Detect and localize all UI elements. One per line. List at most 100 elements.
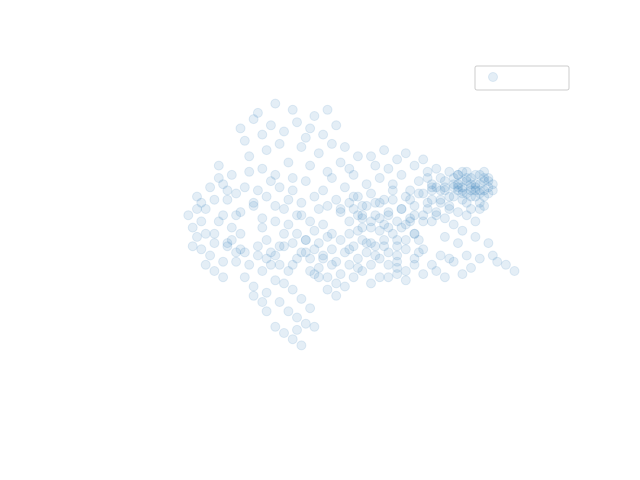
scatter-point <box>297 341 306 350</box>
scatter-point <box>301 319 310 328</box>
scatter-point <box>410 161 419 170</box>
scatter-point <box>249 282 258 291</box>
scatter-point <box>384 208 393 217</box>
scatter-point <box>314 149 323 158</box>
scatter-point <box>284 307 293 316</box>
scatter-point <box>445 205 454 214</box>
scatter-point <box>310 226 319 235</box>
scatter-point <box>388 195 397 204</box>
scatter-point <box>306 267 315 276</box>
scatter-point <box>475 186 484 195</box>
scatter-point <box>232 189 241 198</box>
scatter-point <box>454 239 463 248</box>
scatter-point <box>323 201 332 210</box>
scatter-point <box>223 195 232 204</box>
scatter-point <box>362 201 371 210</box>
scatter-point <box>310 192 319 201</box>
scatter-point <box>262 192 271 201</box>
scatter-point <box>280 229 289 238</box>
scatter-point <box>310 245 319 254</box>
scatter-point <box>401 236 410 245</box>
scatter-point <box>306 304 315 313</box>
scatter-point <box>197 245 206 254</box>
scatter-point <box>301 236 310 245</box>
scatter-point <box>188 242 197 251</box>
scatter-point <box>340 248 349 257</box>
scatter-point <box>484 177 493 186</box>
scatter-point <box>375 174 384 183</box>
scatter-point <box>288 174 297 183</box>
scatter-point <box>358 236 367 245</box>
scatter-point <box>319 186 328 195</box>
scatter-point <box>384 248 393 257</box>
scatter-point <box>427 186 436 195</box>
scatter-point <box>301 248 310 257</box>
scatter-point <box>362 180 371 189</box>
scatter-point <box>401 192 410 201</box>
scatter-point <box>253 186 262 195</box>
scatter-point <box>367 152 376 161</box>
scatter-point <box>219 273 228 282</box>
scatter-point <box>410 229 419 238</box>
scatter-point <box>280 279 289 288</box>
scatter-point <box>371 242 380 251</box>
scatter-point <box>358 267 367 276</box>
scatter-point <box>323 273 332 282</box>
scatter-point <box>471 232 480 241</box>
scatter-point <box>449 257 458 266</box>
scatter-point <box>266 177 275 186</box>
scatter-point <box>349 170 358 179</box>
scatter-point <box>423 174 432 183</box>
scatter-point <box>297 143 306 152</box>
scatter-point <box>375 198 384 207</box>
scatter-point <box>458 167 467 176</box>
scatter-point <box>201 229 210 238</box>
scatter-point <box>236 229 245 238</box>
scatter-point <box>214 174 223 183</box>
scatter-point <box>467 183 476 192</box>
scatter-point <box>240 136 249 145</box>
scatter-point <box>349 242 358 251</box>
scatter-point <box>371 161 380 170</box>
scatter-point <box>258 223 267 232</box>
scatter-point <box>349 205 358 214</box>
scatter-point <box>340 282 349 291</box>
scatter-point <box>266 248 275 257</box>
scatter-point <box>201 260 210 269</box>
scatter-point <box>236 208 245 217</box>
scatter-point <box>275 183 284 192</box>
scatter-point <box>480 201 489 210</box>
scatter-point <box>293 313 302 322</box>
scatter-point <box>336 208 345 217</box>
scatter-point <box>319 254 328 263</box>
scatter-point <box>410 201 419 210</box>
scatter-point <box>258 214 267 223</box>
scatter-point <box>236 124 245 133</box>
scatter-point <box>380 236 389 245</box>
scatter-point <box>297 294 306 303</box>
scatter-point <box>436 251 445 260</box>
scatter-point <box>367 260 376 269</box>
scatter-point <box>262 288 271 297</box>
scatter-point <box>414 189 423 198</box>
scatter-point <box>440 232 449 241</box>
scatter-point <box>301 177 310 186</box>
scatter-point <box>493 257 502 266</box>
scatter-point <box>258 298 267 307</box>
scatter-point <box>306 161 315 170</box>
scatter-point <box>345 217 354 226</box>
scatter-point <box>332 291 341 300</box>
scatter-point <box>449 192 458 201</box>
scatter-point <box>345 260 354 269</box>
scatter-point <box>253 108 262 117</box>
scatter-point <box>419 270 428 279</box>
scatter-point <box>380 220 389 229</box>
scatter-point <box>367 223 376 232</box>
scatter-point <box>327 174 336 183</box>
scatter-point <box>293 325 302 334</box>
scatter-point <box>475 254 484 263</box>
scatter-point <box>266 121 275 130</box>
scatter-point <box>336 236 345 245</box>
scatter-point <box>401 276 410 285</box>
scatter-point <box>467 263 476 272</box>
